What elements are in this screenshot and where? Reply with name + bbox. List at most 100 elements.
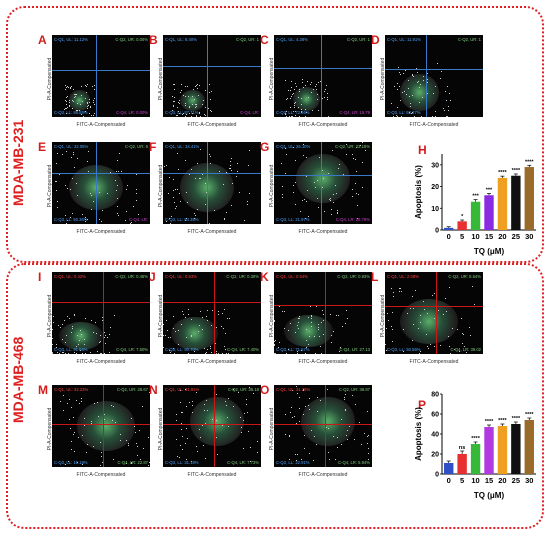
event-dot bbox=[420, 314, 422, 316]
x-axis-label: FITC-A-Compensated bbox=[187, 472, 237, 478]
event-dot bbox=[223, 218, 225, 220]
scatter-plot-area: C-Q1, UL: 0.42% C-Q2, UR: 0.45% C-Q3, LL: … bbox=[52, 272, 150, 354]
event-dot bbox=[166, 319, 168, 321]
event-dot bbox=[87, 171, 89, 173]
event-dot bbox=[320, 322, 322, 324]
event-dot bbox=[295, 181, 297, 183]
event-dot bbox=[410, 103, 412, 105]
event-dot bbox=[432, 92, 434, 94]
apoptosis-bar-chart-H: 0 10 20 30 0 * 5 *** 10 *** 15 **** 20 **** 25 **** 30 TQ… bbox=[414, 154, 536, 256]
event-dot bbox=[215, 436, 217, 438]
event-dot bbox=[315, 88, 317, 90]
event-dot bbox=[256, 451, 258, 453]
event-dot bbox=[202, 444, 204, 446]
event-dot bbox=[92, 85, 94, 87]
event-dot bbox=[178, 102, 180, 104]
event-dot bbox=[211, 90, 213, 92]
event-dot bbox=[232, 389, 234, 391]
event-dot bbox=[427, 79, 429, 81]
event-dot bbox=[196, 163, 198, 165]
event-dot bbox=[188, 173, 190, 175]
quadrant-gate-horizontal bbox=[385, 69, 483, 71]
event-dot bbox=[227, 417, 229, 419]
event-dot bbox=[179, 401, 181, 403]
event-dot bbox=[192, 112, 194, 114]
event-dot bbox=[207, 319, 209, 321]
event-dot bbox=[412, 112, 414, 114]
event-dot bbox=[306, 347, 308, 349]
event-dot bbox=[181, 323, 183, 325]
event-dot bbox=[92, 115, 94, 117]
event-dot bbox=[120, 170, 122, 172]
y-tick-label: 20 bbox=[431, 452, 439, 459]
event-dot bbox=[101, 451, 103, 453]
event-dot bbox=[84, 425, 86, 427]
event-dot bbox=[396, 83, 398, 85]
event-dot bbox=[67, 353, 69, 354]
event-dot bbox=[135, 188, 137, 190]
event-dot bbox=[169, 350, 171, 352]
event-dot bbox=[107, 337, 109, 339]
event-dot bbox=[116, 185, 118, 187]
quadrant-stat-ll: C-Q3, LL: 72.66% bbox=[276, 110, 310, 115]
event-dot bbox=[412, 75, 414, 77]
event-dot bbox=[70, 157, 72, 159]
event-dot bbox=[237, 162, 239, 164]
event-dot bbox=[76, 346, 78, 348]
y-tick-label: 10 bbox=[431, 206, 439, 213]
event-dot bbox=[294, 111, 296, 113]
event-dot bbox=[97, 415, 99, 417]
event-dot bbox=[426, 312, 428, 314]
event-dot bbox=[191, 460, 193, 462]
cell-density-cloud bbox=[180, 162, 235, 212]
event-dot bbox=[148, 465, 150, 467]
event-dot bbox=[90, 105, 92, 107]
event-dot bbox=[67, 107, 69, 109]
event-dot bbox=[324, 211, 326, 213]
event-dot bbox=[195, 215, 197, 217]
event-dot bbox=[181, 423, 183, 425]
quadrant-stat-ul: C-Q1, UL: 0.42% bbox=[54, 274, 86, 279]
scatter-plot-area: C-Q1, UL: 34.41% C-Q3, LL: 54.35% bbox=[163, 142, 261, 224]
event-dot bbox=[295, 459, 297, 461]
event-dot bbox=[77, 102, 79, 104]
event-dot bbox=[221, 312, 223, 314]
event-dot bbox=[302, 81, 304, 83]
event-dot bbox=[182, 94, 184, 96]
event-dot bbox=[93, 445, 95, 447]
cell-density-cloud bbox=[300, 397, 355, 447]
event-dot bbox=[224, 346, 226, 348]
event-dot bbox=[248, 192, 250, 194]
event-dot bbox=[241, 432, 243, 434]
event-dot bbox=[182, 310, 184, 312]
event-dot bbox=[408, 79, 410, 81]
event-dot bbox=[445, 91, 447, 93]
event-dot bbox=[52, 329, 53, 331]
event-dot bbox=[76, 158, 78, 160]
quadrant-gate-horizontal bbox=[274, 174, 372, 176]
event-dot bbox=[188, 96, 190, 98]
event-dot bbox=[328, 173, 330, 175]
cell-density-cloud bbox=[76, 401, 136, 451]
event-dot bbox=[246, 411, 248, 413]
quadrant-stat-lr: C-Q4, LR: 15.79 bbox=[339, 110, 371, 115]
event-dot bbox=[137, 454, 139, 456]
event-dot bbox=[63, 410, 65, 412]
quadrant-gate-vertical bbox=[207, 35, 209, 117]
event-dot bbox=[454, 349, 456, 351]
scatter-plot-area: C-Q1, UL: 32.23% C-Q2, UR: 28.67 C-Q3, LL:… bbox=[52, 385, 150, 467]
event-dot bbox=[85, 110, 87, 112]
event-dot bbox=[71, 449, 73, 451]
event-dot bbox=[190, 169, 192, 171]
event-dot bbox=[72, 99, 74, 101]
event-dot bbox=[68, 353, 70, 354]
event-dot bbox=[75, 182, 77, 184]
event-dot bbox=[318, 82, 320, 84]
x-axis-title: TQ (μM) bbox=[474, 247, 505, 256]
event-dot bbox=[303, 414, 305, 416]
event-dot bbox=[64, 215, 66, 217]
event-dot bbox=[86, 218, 88, 220]
event-dot bbox=[203, 410, 205, 412]
event-dot bbox=[401, 92, 403, 94]
event-dot bbox=[163, 346, 164, 348]
